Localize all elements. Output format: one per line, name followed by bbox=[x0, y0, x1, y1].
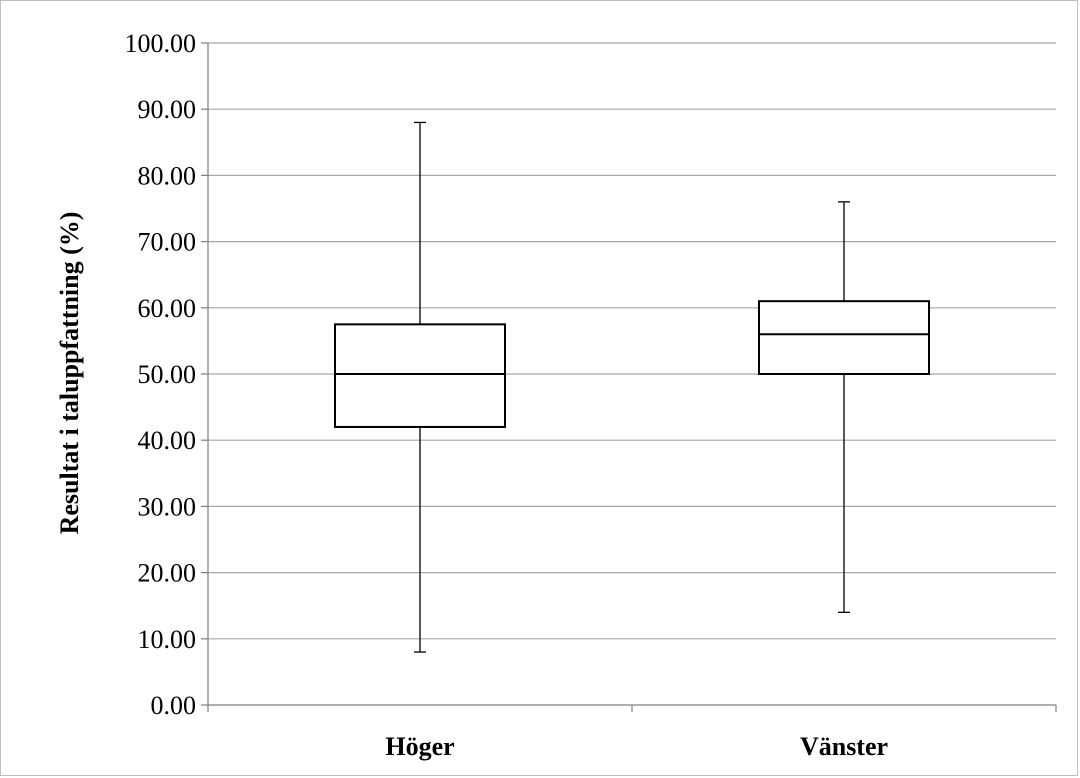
y-tick-label: 60.00 bbox=[138, 294, 197, 323]
y-tick-labels: 0.00 10.00 20.00 30.00 40.00 50.00 60.00 70.00 8… bbox=[125, 29, 197, 720]
boxes bbox=[334, 121, 930, 653]
y-tick-label: 70.00 bbox=[138, 228, 197, 257]
y-tick-label: 50.00 bbox=[138, 360, 197, 389]
box-hoger bbox=[334, 121, 506, 653]
y-tick-label: 20.00 bbox=[138, 559, 197, 588]
y-tick-label: 100.00 bbox=[125, 29, 197, 58]
y-tick-label: 10.00 bbox=[138, 625, 197, 654]
axes bbox=[201, 42, 1057, 712]
y-tick-label: 80.00 bbox=[138, 161, 197, 190]
x-category-label: Vänster bbox=[800, 732, 888, 761]
y-tick-label: 40.00 bbox=[138, 426, 197, 455]
y-tick-label: 90.00 bbox=[138, 95, 197, 124]
box-iqr bbox=[334, 323, 506, 428]
y-tick-label: 0.00 bbox=[151, 691, 197, 720]
x-category-label: Höger bbox=[385, 732, 454, 761]
box-vanster bbox=[758, 201, 930, 613]
x-category-labels: Höger Vänster bbox=[385, 732, 888, 761]
box-iqr bbox=[758, 300, 930, 375]
y-tick-label: 30.00 bbox=[138, 492, 197, 521]
y-axis-title: Resultat i taluppfattning (%) bbox=[55, 212, 84, 535]
